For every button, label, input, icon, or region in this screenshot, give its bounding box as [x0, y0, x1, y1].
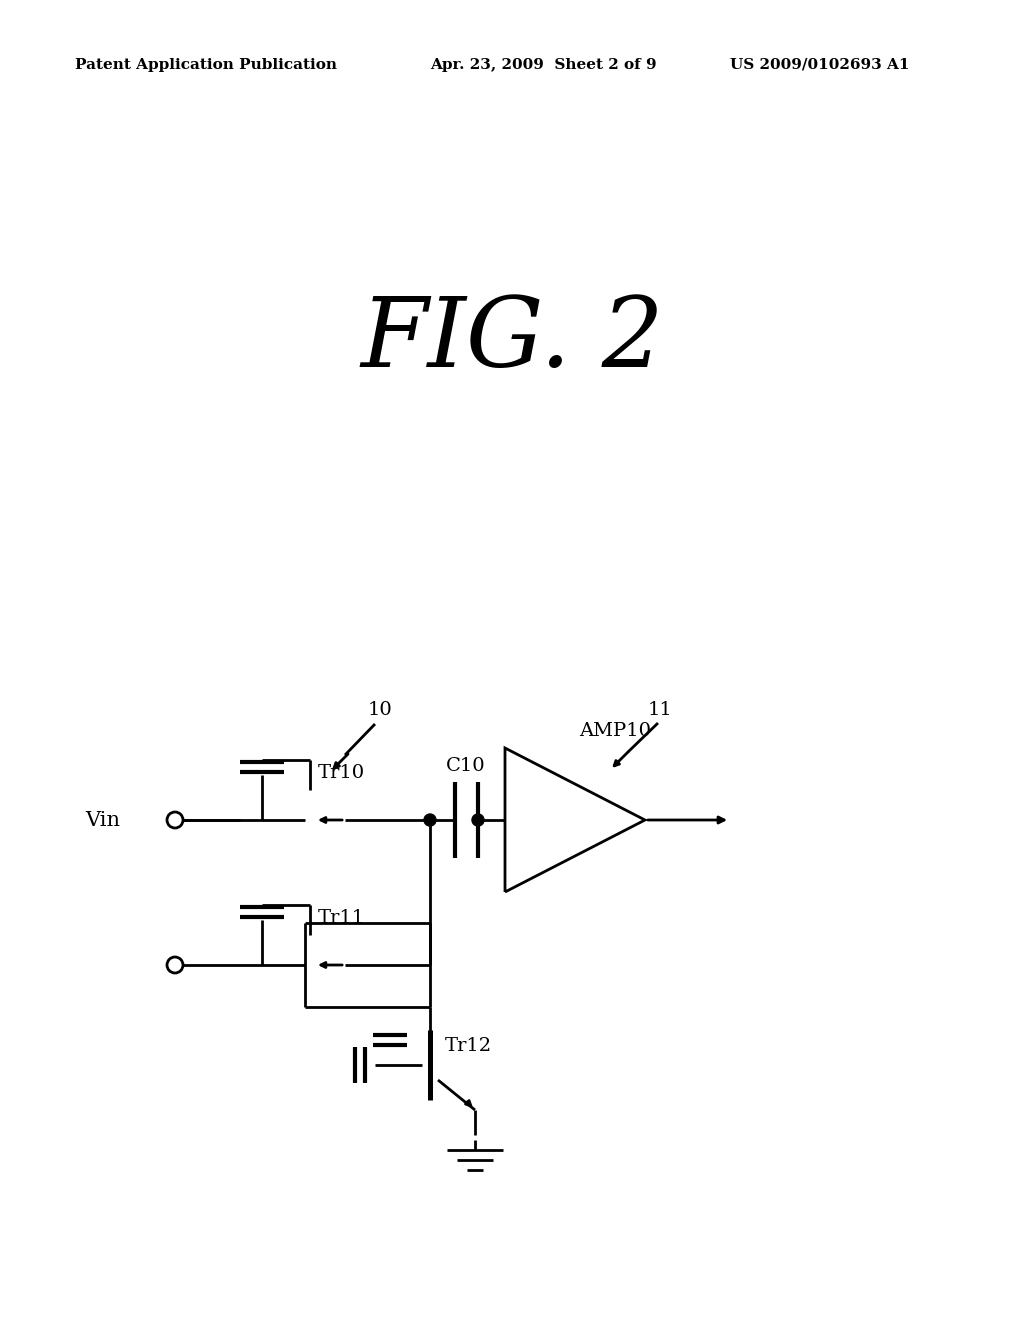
Text: FIG. 2: FIG. 2	[360, 293, 664, 387]
Text: 10: 10	[368, 701, 392, 719]
Text: Tr12: Tr12	[445, 1038, 493, 1055]
Circle shape	[424, 814, 436, 826]
Text: Vin: Vin	[85, 810, 120, 829]
Circle shape	[472, 814, 484, 826]
Text: Apr. 23, 2009  Sheet 2 of 9: Apr. 23, 2009 Sheet 2 of 9	[430, 58, 656, 73]
Text: Tr10: Tr10	[318, 764, 366, 781]
Text: Patent Application Publication: Patent Application Publication	[75, 58, 337, 73]
Text: 11: 11	[647, 701, 673, 719]
Text: US 2009/0102693 A1: US 2009/0102693 A1	[730, 58, 909, 73]
Text: Tr11: Tr11	[318, 909, 366, 927]
Text: AMP10: AMP10	[579, 722, 651, 741]
Text: C10: C10	[446, 756, 485, 775]
